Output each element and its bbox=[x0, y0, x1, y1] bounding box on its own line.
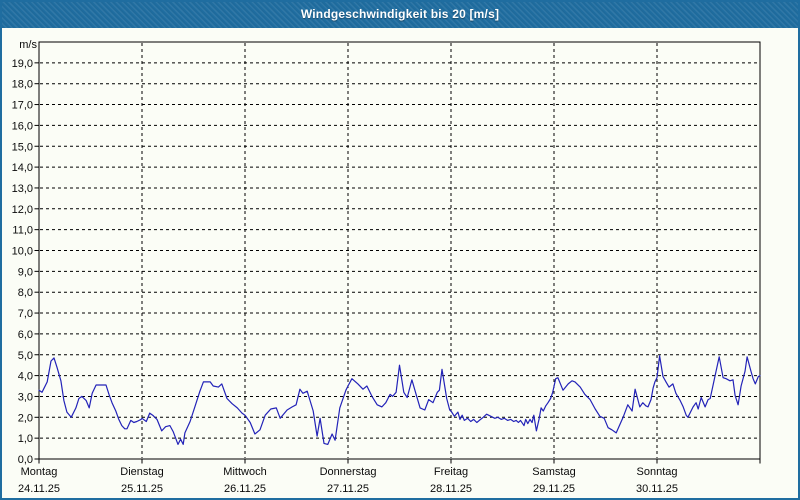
y-tick-label: 8,0 bbox=[18, 287, 33, 299]
x-weekday-label: Mittwoch bbox=[223, 466, 266, 478]
y-tick-label: 11,0 bbox=[12, 225, 33, 237]
window-titlebar[interactable]: Windgeschwindigkeit bis 20 [m/s] bbox=[0, 0, 800, 28]
y-axis-labels: 0,0 1,0 2,0 3,0 4,0 5,0 6,0 7,0 8,0 9,0 10,0 11,0 12… bbox=[12, 39, 38, 466]
y-tick-label: 2,0 bbox=[18, 412, 33, 424]
data-series bbox=[38, 355, 761, 445]
y-tick-label: 15,0 bbox=[12, 141, 33, 153]
x-weekday-label: Dienstag bbox=[120, 466, 163, 478]
x-date-label: 25.11.25 bbox=[121, 483, 163, 495]
y-tick-label: 18,0 bbox=[12, 79, 33, 91]
x-weekday-label: Donnerstag bbox=[320, 466, 377, 478]
y-tick-label: 3,0 bbox=[18, 391, 33, 403]
x-date-label: 24.11.25 bbox=[18, 483, 60, 495]
x-date-label: 27.11.25 bbox=[327, 483, 369, 495]
plot-frame bbox=[34, 41, 761, 464]
y-axis-unit-label: m/s bbox=[19, 39, 37, 51]
y-tick-label: 14,0 bbox=[12, 162, 33, 174]
y-tick-label: 17,0 bbox=[12, 100, 33, 112]
y-tick-label: 5,0 bbox=[18, 350, 33, 362]
y-tick-label: 19,0 bbox=[12, 58, 33, 70]
wind-speed-line bbox=[38, 355, 761, 445]
y-tick-label: 9,0 bbox=[18, 266, 33, 278]
y-tick-label: 0,0 bbox=[18, 454, 33, 466]
x-date-label: 28.11.25 bbox=[430, 483, 472, 495]
y-tick-label: 6,0 bbox=[18, 329, 33, 341]
y-tick-label: 12,0 bbox=[12, 204, 33, 216]
x-date-label: 30.11.25 bbox=[636, 483, 678, 495]
x-weekday-label: Sonntag bbox=[637, 466, 678, 478]
x-weekday-label: Samstag bbox=[532, 466, 575, 478]
window-title: Windgeschwindigkeit bis 20 [m/s] bbox=[300, 7, 500, 21]
y-tick-label: 7,0 bbox=[18, 308, 33, 320]
x-weekday-label: Freitag bbox=[434, 466, 468, 478]
x-axis-labels: Montag 24.11.25 Dienstag 25.11.25 Mittwoch 26… bbox=[18, 466, 678, 495]
grid-lines bbox=[40, 43, 758, 458]
y-tick-label: 10,0 bbox=[12, 246, 33, 258]
y-tick-label: 16,0 bbox=[12, 120, 33, 132]
y-tick-label: 4,0 bbox=[18, 371, 33, 383]
x-weekday-label: Montag bbox=[21, 466, 58, 478]
y-tick-label: 13,0 bbox=[12, 183, 33, 195]
x-date-label: 29.11.25 bbox=[533, 483, 575, 495]
y-tick-label: 1,0 bbox=[18, 433, 33, 445]
x-date-label: 26.11.25 bbox=[224, 483, 266, 495]
